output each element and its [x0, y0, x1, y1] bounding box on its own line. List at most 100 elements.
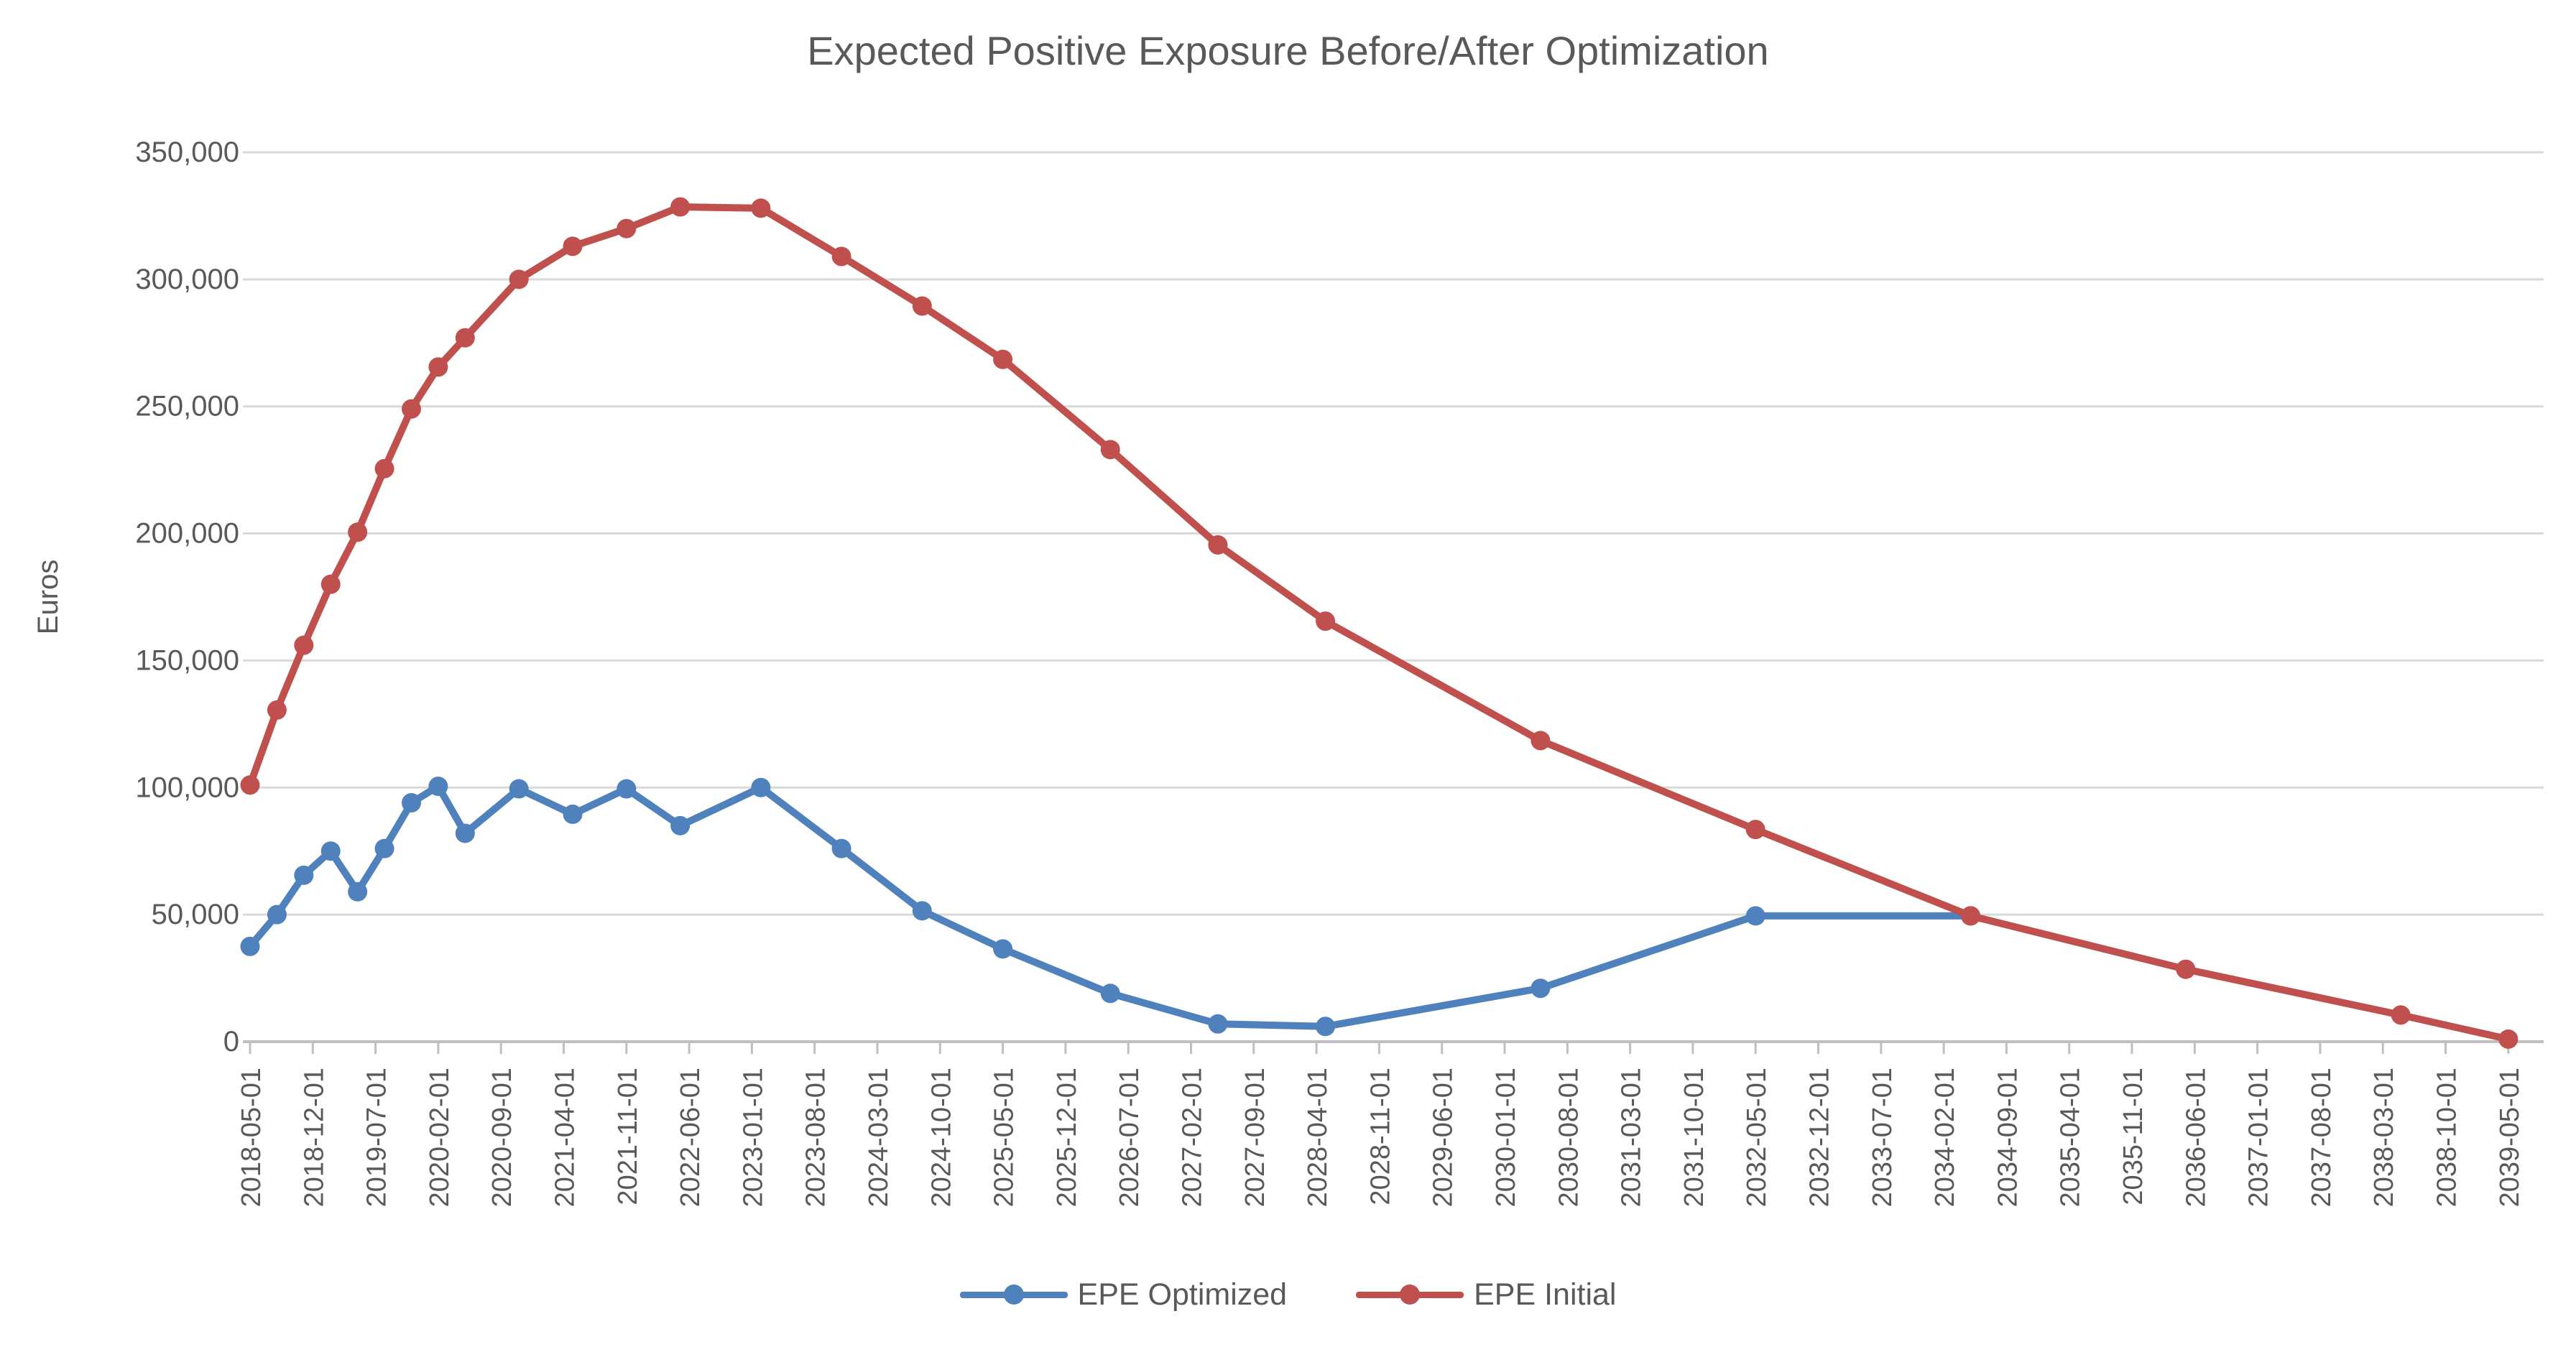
y-tick-label: 300,000 — [135, 264, 239, 295]
x-tick-label: 2037-01-01 — [2244, 1068, 2274, 1207]
series-epe-optimized-marker — [1100, 983, 1120, 1004]
x-tick-label: 2034-02-01 — [1930, 1068, 1960, 1207]
series-epe-optimized-marker — [912, 901, 932, 921]
y-gridlines — [243, 151, 2544, 916]
x-tick-label: 2025-05-01 — [989, 1068, 1020, 1207]
series-epe-initial-marker — [993, 349, 1013, 369]
x-axis: 2018-05-01 2018-12-01 2019-07-01 2020-02-01… — [236, 1040, 2544, 1207]
series-epe-optimized-marker — [240, 936, 260, 956]
x-tick-label: 2030-01-01 — [1491, 1068, 1521, 1207]
series-epe-initial-marker — [240, 775, 260, 795]
y-tick-label: 0 — [223, 1026, 239, 1057]
series-epe-optimized-marker — [374, 838, 394, 858]
epe-initial-line-marker-icon — [1356, 1284, 1464, 1305]
series-epe-optimized-marker — [509, 779, 529, 799]
x-tick-label: 2028-11-01 — [1365, 1068, 1395, 1205]
series-epe-optimized-marker — [563, 804, 583, 824]
series-epe-initial-marker — [374, 458, 394, 478]
series-epe-optimized — [240, 777, 1981, 1037]
series-epe-initial-marker — [348, 522, 368, 542]
x-tick-label: 2028-04-01 — [1303, 1068, 1333, 1207]
series-epe-initial-marker — [1531, 731, 1551, 751]
x-tick-label: 2023-08-01 — [801, 1068, 831, 1207]
x-tick-label: 2018-05-01 — [236, 1068, 267, 1207]
series-epe-initial-marker — [401, 399, 421, 419]
x-tick-label: 2021-04-01 — [550, 1068, 580, 1207]
y-axis: 0 50,000 100,000 150,000 200,000 250,000 300,0… — [135, 136, 239, 1057]
series-epe-initial-marker — [1316, 611, 1336, 631]
x-tick-label: 2021-11-01 — [613, 1068, 643, 1205]
legend-label-epe-optimized: EPE Optimized — [1077, 1277, 1288, 1312]
x-tick-label: 2031-03-01 — [1617, 1068, 1647, 1207]
y-tick-label: 250,000 — [135, 391, 239, 422]
x-tick-label: 2039-05-01 — [2495, 1068, 2525, 1207]
chart-legend: EPE Optimized EPE Initial — [0, 1266, 2576, 1323]
x-tick-label: 2034-09-01 — [1993, 1068, 2023, 1207]
series-epe-optimized-marker — [751, 777, 771, 797]
x-tick-label: 2038-10-01 — [2432, 1068, 2462, 1207]
series-epe-optimized-marker — [455, 823, 475, 843]
epe-optimized-line-marker-icon — [959, 1284, 1068, 1305]
x-tick-label: 2037-08-01 — [2307, 1068, 2337, 1207]
x-tick-label: 2023-01-01 — [738, 1068, 768, 1207]
x-tick-label: 2036-06-01 — [2181, 1068, 2211, 1207]
x-tick-label: 2027-09-01 — [1240, 1068, 1270, 1207]
series-epe-initial-marker — [320, 574, 341, 594]
y-tick-label: 350,000 — [135, 136, 239, 168]
chart-title: Expected Positive Exposure Before/After … — [807, 28, 1769, 73]
x-tick-label: 2035-11-01 — [2118, 1068, 2148, 1205]
x-tick-label: 2022-06-01 — [675, 1068, 706, 1207]
x-tick-label: 2035-04-01 — [2056, 1068, 2086, 1207]
x-tick-label: 2026-07-01 — [1114, 1068, 1145, 1207]
x-tick-label: 2024-03-01 — [864, 1068, 894, 1207]
x-tick-label: 2029-06-01 — [1428, 1068, 1459, 1207]
series-epe-initial-marker — [1961, 906, 1981, 926]
x-tick-label: 2020-09-01 — [487, 1068, 517, 1207]
y-tick-label: 50,000 — [152, 899, 239, 930]
x-tick-label: 2027-02-01 — [1177, 1068, 1207, 1207]
series-epe-initial — [240, 197, 2519, 1049]
series-epe-optimized-marker — [993, 939, 1013, 959]
series-epe-optimized-marker — [1208, 1014, 1228, 1034]
series-epe-optimized-marker — [831, 838, 851, 858]
x-tick-label: 2032-05-01 — [1742, 1068, 1772, 1207]
series-epe-initial-marker — [617, 218, 637, 239]
x-tick-label: 2025-12-01 — [1052, 1068, 1082, 1207]
y-axis-title: Euros — [32, 560, 64, 635]
x-tick-label: 2024-10-01 — [926, 1068, 956, 1207]
series-epe-initial-marker — [831, 246, 851, 267]
series-epe-initial-marker — [2498, 1029, 2519, 1049]
series-epe-initial-marker — [2391, 1005, 2411, 1025]
series-epe-optimized-marker — [1316, 1017, 1336, 1037]
y-tick-label: 100,000 — [135, 772, 239, 803]
series-epe-optimized-marker — [401, 793, 421, 813]
legend-item-epe-initial: EPE Initial — [1356, 1277, 1616, 1313]
x-tick-label: 2018-12-01 — [299, 1068, 329, 1207]
x-tick-label: 2033-07-01 — [1868, 1068, 1898, 1207]
series-epe-optimized-marker — [1531, 978, 1551, 999]
series-epe-optimized-marker — [348, 881, 368, 902]
series-epe-optimized-marker — [1745, 906, 1765, 926]
x-tick-label: 2019-07-01 — [362, 1068, 392, 1207]
series-epe-optimized-marker — [428, 777, 448, 797]
series-epe-initial-line — [246, 203, 2512, 1043]
series-epe-initial-marker — [563, 236, 583, 256]
x-tick-label: 2030-08-01 — [1554, 1068, 1584, 1207]
series-epe-optimized-marker — [617, 779, 637, 799]
series-epe-initial-marker — [267, 700, 287, 720]
y-tick-label: 150,000 — [135, 644, 239, 676]
x-tick-label: 2038-03-01 — [2369, 1068, 2399, 1207]
series-epe-initial-marker — [455, 328, 475, 348]
series-epe-initial-marker — [751, 198, 771, 218]
series-epe-optimized-marker — [670, 815, 691, 835]
series-epe-optimized-marker — [320, 841, 341, 861]
series-epe-initial-marker — [2176, 959, 2196, 979]
x-tick-label: 2020-02-01 — [425, 1068, 455, 1207]
x-tick-label: 2031-10-01 — [1679, 1068, 1709, 1207]
series-epe-optimized-marker — [294, 865, 314, 885]
series-epe-initial-marker — [670, 197, 691, 217]
series-epe-initial-marker — [294, 635, 314, 655]
legend-item-epe-optimized: EPE Optimized — [959, 1277, 1288, 1313]
series-epe-initial-marker — [1100, 440, 1120, 460]
